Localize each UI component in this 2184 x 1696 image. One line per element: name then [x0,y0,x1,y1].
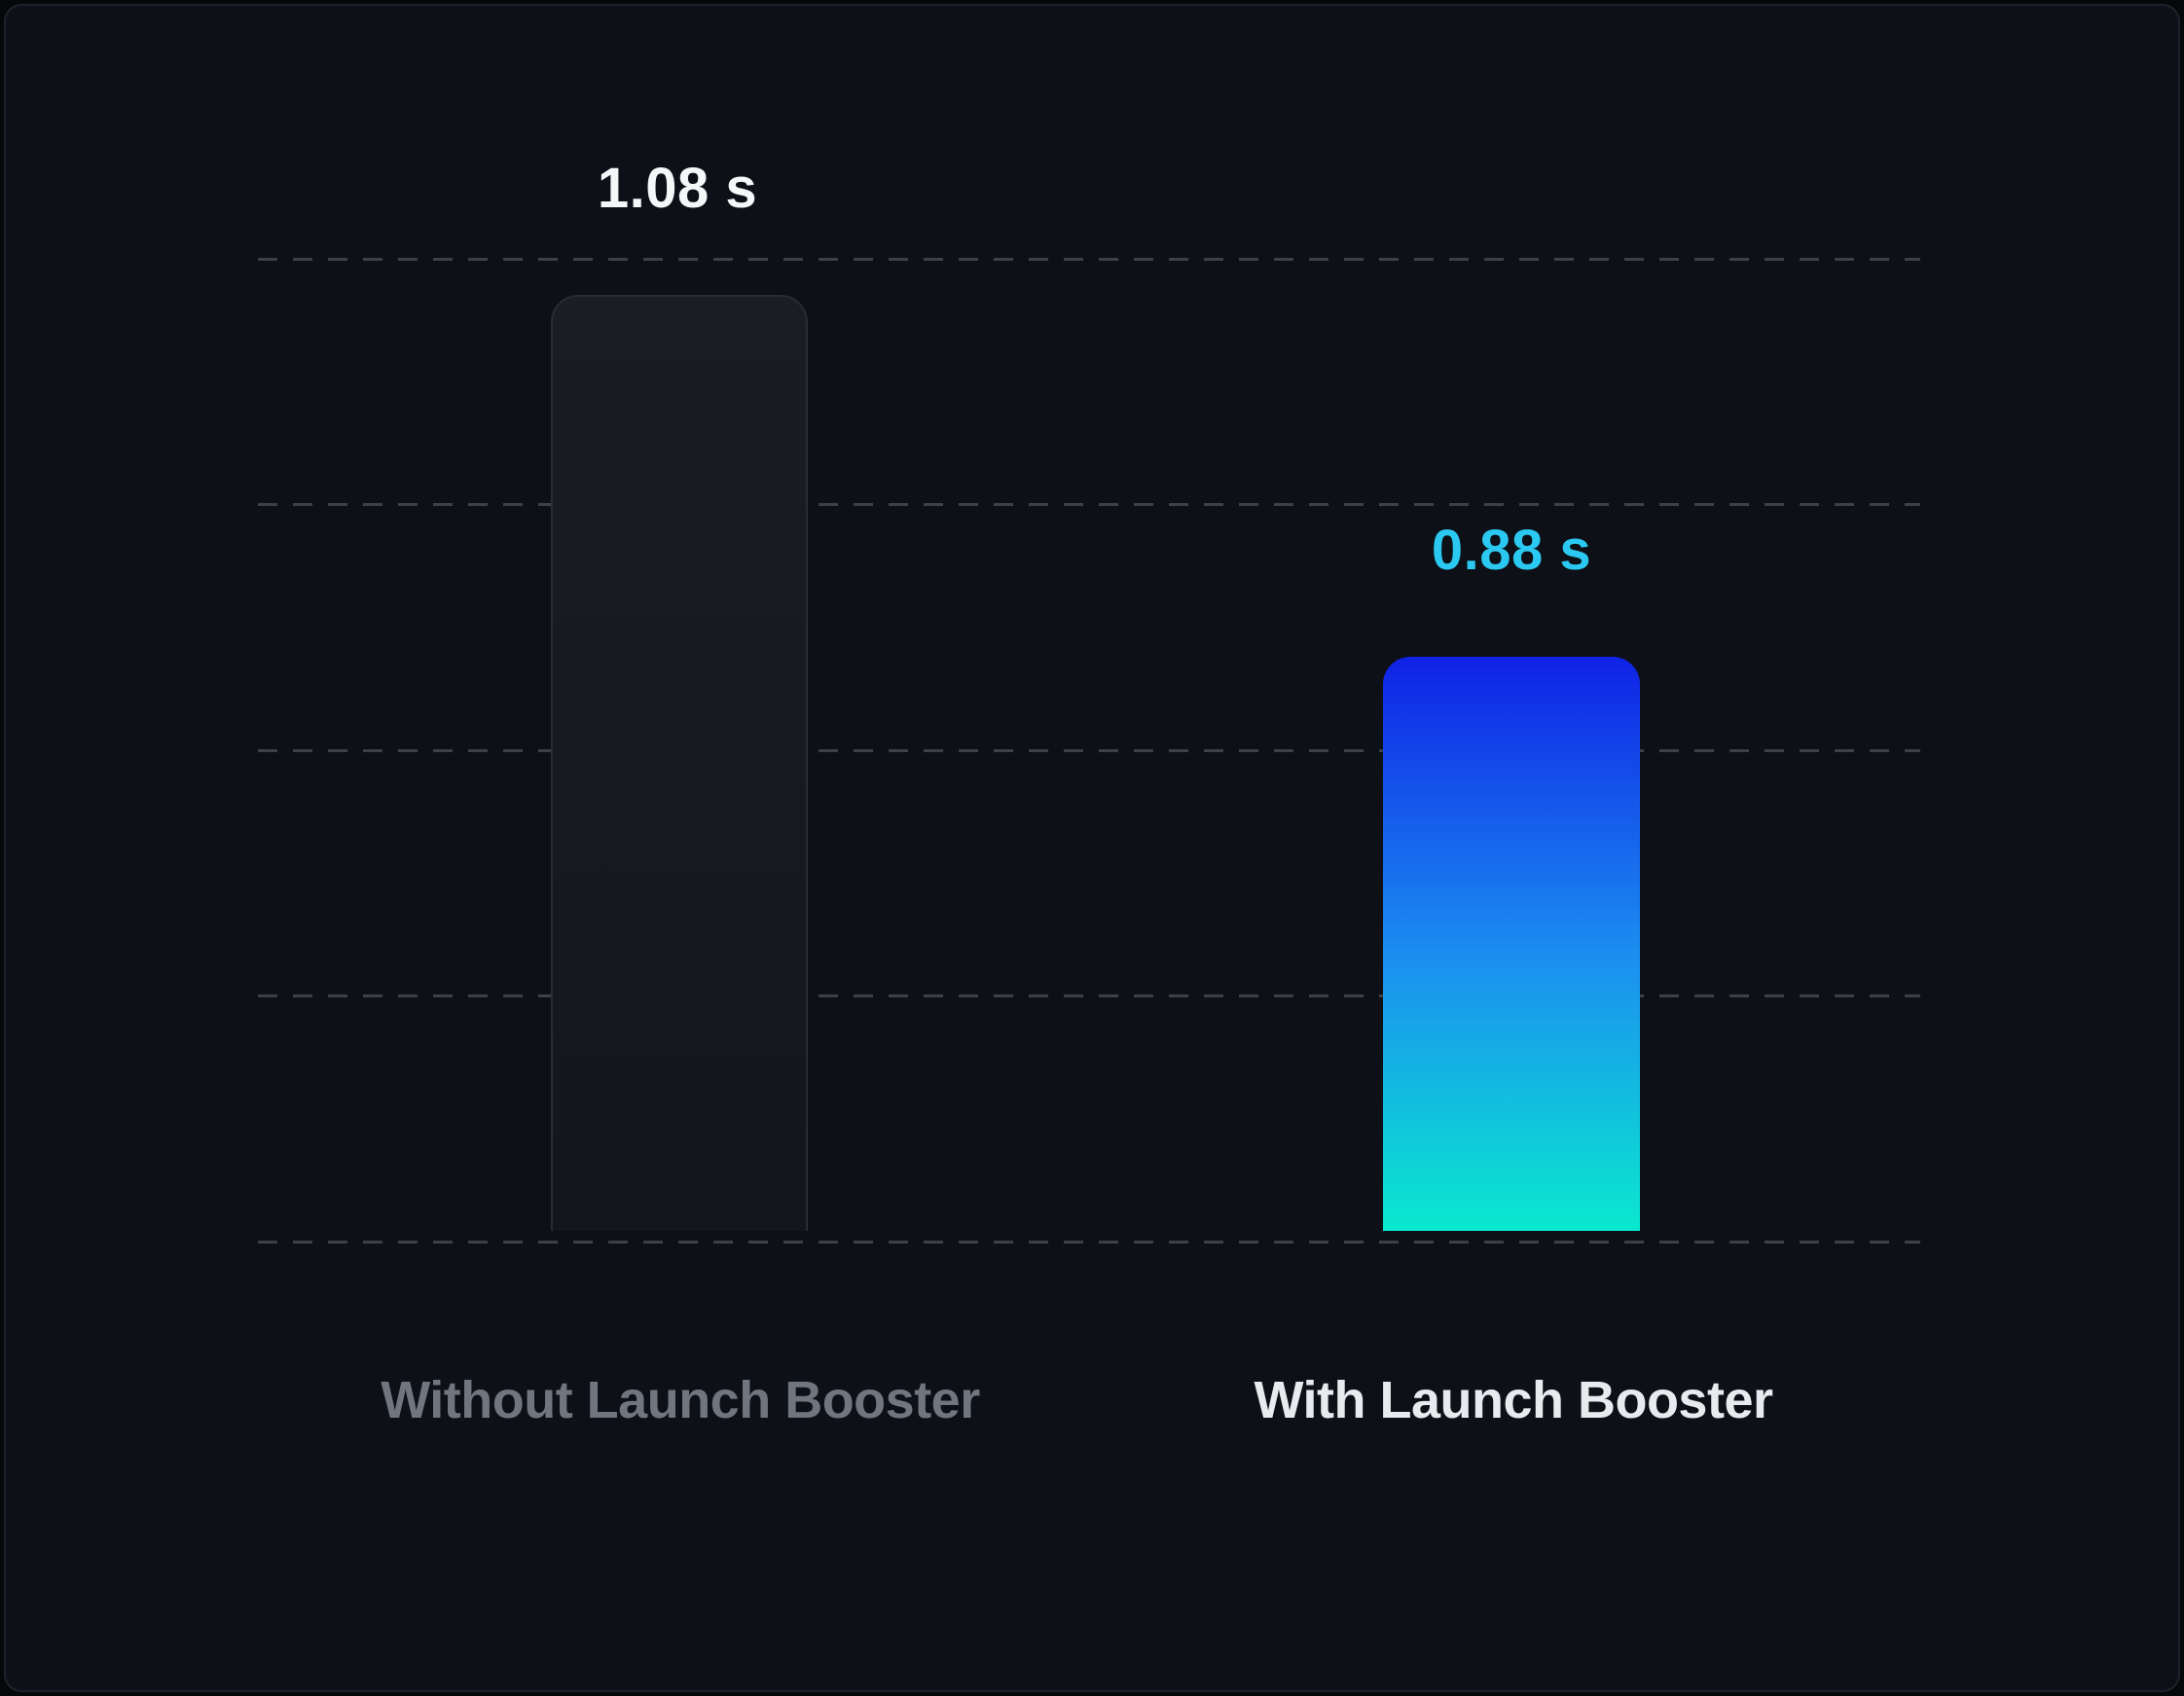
category-label-with-booster: With Launch Booster [1254,1371,1773,1429]
gridline [258,994,1920,997]
gridline [258,503,1920,506]
chart-panel: 1.08 s Without Launch Booster 0.88 s Wit… [4,4,2180,1692]
gridline [258,1241,1920,1244]
bar-without-launch-booster [551,295,808,1231]
value-label-without-booster: 1.08 s [597,157,758,220]
value-label-with-booster: 0.88 s [1431,519,1592,582]
gridline [258,749,1920,752]
gridline [258,258,1920,261]
category-label-without-booster: Without Launch Booster [381,1371,980,1429]
bar-with-launch-booster [1383,657,1640,1231]
